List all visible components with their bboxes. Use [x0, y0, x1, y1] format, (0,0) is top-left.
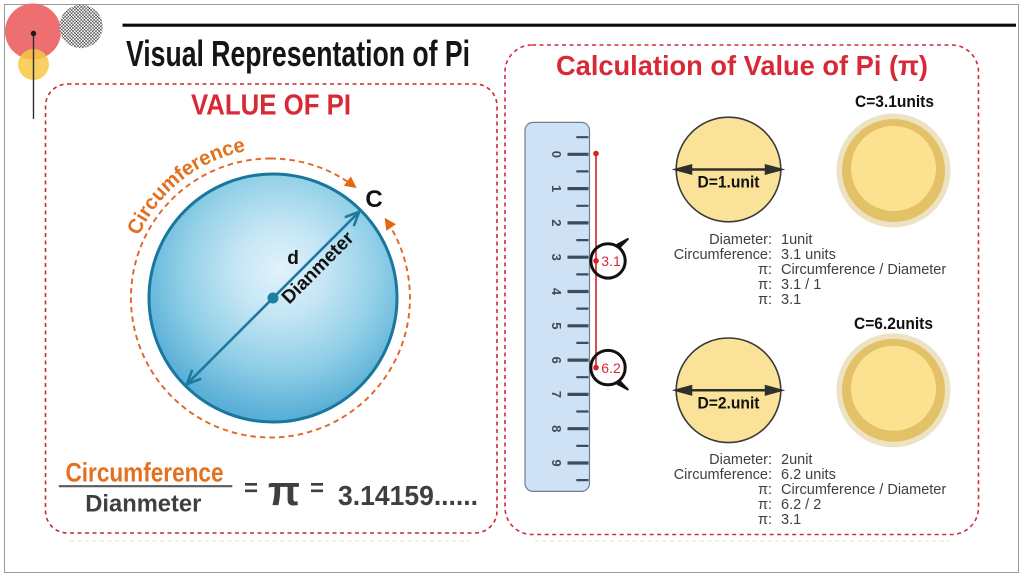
svg-text:π:: π:	[758, 482, 772, 498]
svg-text:3.1: 3.1	[781, 512, 801, 528]
svg-text:4: 4	[549, 288, 564, 296]
svg-text:Circumference: Circumference	[66, 458, 224, 488]
svg-text:Circumference:: Circumference:	[674, 467, 772, 483]
svg-text:3.14159......: 3.14159......	[338, 480, 478, 511]
svg-text:6.2: 6.2	[601, 360, 621, 376]
svg-text:Calculation of Value of Pi (π): Calculation of Value of Pi (π)	[556, 50, 928, 81]
svg-text:π:: π:	[758, 497, 772, 513]
svg-text:2: 2	[549, 219, 564, 226]
svg-text:7: 7	[549, 391, 564, 398]
svg-text:C: C	[365, 186, 382, 213]
svg-text:π:: π:	[758, 292, 772, 308]
svg-text:Visual Representation of Pi: Visual Representation of Pi	[126, 33, 470, 74]
svg-text:3.1: 3.1	[781, 292, 801, 308]
svg-text:6.2 / 2: 6.2 / 2	[781, 497, 821, 513]
svg-text:1unit: 1unit	[781, 232, 812, 248]
svg-text:Diameter:: Diameter:	[709, 232, 772, 248]
svg-text:=: =	[244, 475, 258, 502]
svg-text:C=3.1units: C=3.1units	[855, 92, 934, 111]
svg-text:3.1: 3.1	[601, 253, 621, 269]
svg-text:2unit: 2unit	[781, 452, 812, 468]
svg-text:3.1 units: 3.1 units	[781, 247, 836, 263]
svg-text:d: d	[287, 248, 299, 269]
svg-text:D=1.unit: D=1.unit	[698, 173, 760, 192]
svg-text:=: =	[310, 475, 324, 502]
svg-text:Diameter:: Diameter:	[709, 452, 772, 468]
svg-text:3: 3	[549, 254, 564, 261]
svg-text:D=2.unit: D=2.unit	[698, 393, 760, 412]
svg-text:Dianmeter: Dianmeter	[85, 491, 201, 518]
svg-text:Circumference / Diameter: Circumference / Diameter	[781, 482, 946, 498]
svg-text:5: 5	[549, 322, 564, 329]
svg-text:π: π	[268, 467, 300, 514]
svg-text:6.2 units: 6.2 units	[781, 467, 836, 483]
svg-text:Circumference / Diameter: Circumference / Diameter	[781, 262, 946, 278]
svg-text:π:: π:	[758, 512, 772, 528]
svg-text:0: 0	[549, 151, 564, 158]
svg-text:π:: π:	[758, 262, 772, 278]
svg-text:9: 9	[549, 459, 564, 466]
svg-text:1: 1	[549, 185, 564, 192]
svg-text:VALUE OF PI: VALUE OF PI	[191, 90, 351, 122]
svg-text:8: 8	[549, 425, 564, 432]
svg-text:Circumference:: Circumference:	[674, 247, 772, 263]
svg-text:C=6.2units: C=6.2units	[854, 314, 933, 333]
svg-text:3.1 / 1: 3.1 / 1	[781, 277, 821, 293]
svg-text:6: 6	[549, 356, 564, 363]
svg-text:π:: π:	[758, 277, 772, 293]
